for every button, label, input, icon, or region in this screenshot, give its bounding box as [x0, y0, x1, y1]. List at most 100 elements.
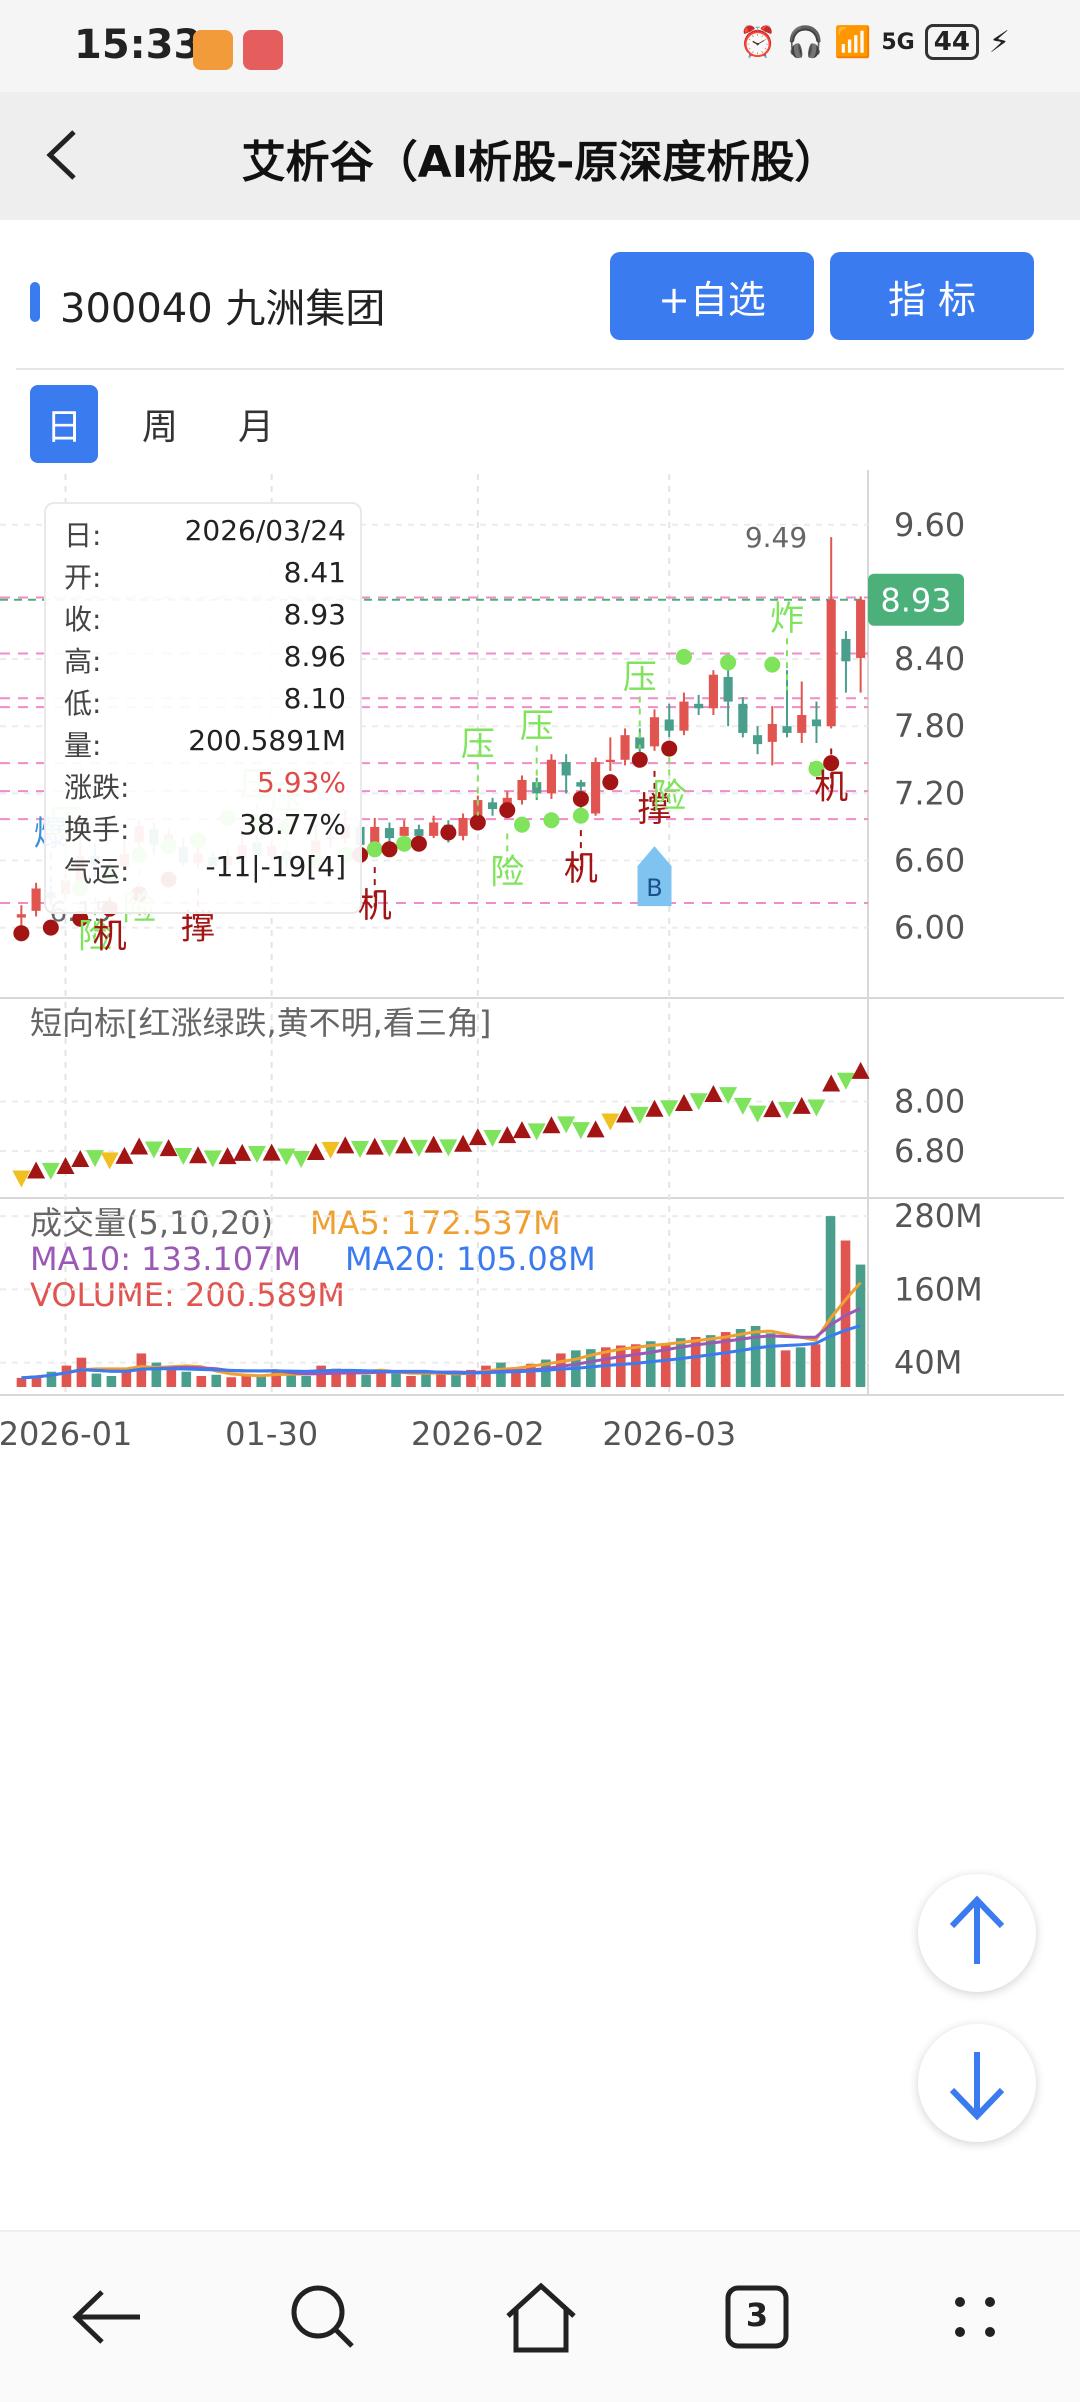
tooltip-row: 开: 8.41 [64, 556, 346, 596]
candle-body [826, 599, 836, 727]
volume-bar [601, 1347, 611, 1387]
menu-dots-icon [955, 2297, 995, 2337]
tooltip-value: 5.93% [257, 766, 346, 799]
y-tick-label: 7.80 [894, 707, 965, 745]
signal-label: 机 [564, 849, 598, 889]
volume-bar [211, 1374, 222, 1387]
tooltip-label: 高: [64, 645, 102, 678]
trend-triangle [71, 1150, 90, 1167]
y-tick-label: 160M [894, 1270, 983, 1308]
support-dot-red [42, 919, 59, 936]
candle-body [16, 914, 26, 918]
trend-triangle [763, 1100, 782, 1118]
search-icon [291, 2285, 354, 2348]
tooltip-row: 涨跌: 5.93% [64, 766, 346, 806]
volume-bar [346, 1371, 356, 1387]
support-dot-red [499, 802, 516, 819]
candle-body [458, 817, 468, 836]
tooltip-row: 换手: 38.77% [64, 808, 346, 848]
trend-triangle [454, 1134, 473, 1152]
candle-body [811, 719, 822, 727]
x-tick-label: 01-30 [225, 1415, 318, 1453]
buy-marker-label: B [646, 874, 662, 902]
nav-menu-button[interactable] [930, 2272, 1020, 2362]
signal-label: 险 [490, 852, 524, 892]
volume-bar [795, 1347, 806, 1387]
volume-bar [196, 1376, 207, 1387]
trend-triangle [130, 1137, 149, 1155]
tooltip-label: 收: [64, 603, 102, 636]
tooltip-label: 气运: [64, 855, 130, 888]
volume-bar [825, 1216, 836, 1387]
candle-body [694, 703, 704, 709]
trend-triangle [527, 1123, 546, 1141]
divider [16, 368, 1064, 370]
volume-bar [511, 1368, 521, 1387]
indicator-button[interactable]: 指 标 [830, 252, 1034, 340]
current-price-text: 8.93 [880, 582, 951, 620]
tab-day[interactable]: 日 [30, 385, 98, 463]
tooltip-value: -11|-19[4] [205, 850, 346, 883]
trend-triangle [468, 1128, 487, 1146]
trend-triangle [851, 1061, 870, 1079]
add-watchlist-button[interactable]: +自选 [610, 252, 814, 340]
trend-triangle [807, 1099, 826, 1117]
tabs-icon [725, 2285, 789, 2349]
candle-body [399, 826, 409, 836]
network-label: 5G [881, 29, 915, 55]
tooltip-label: 低: [64, 687, 102, 720]
volume-bar [675, 1338, 686, 1387]
tab-month[interactable]: 月 [237, 407, 274, 448]
volume-ma20-line [21, 1324, 861, 1380]
period-tabs: 日 周 月 [30, 385, 290, 465]
arrow-down-icon [949, 2052, 1005, 2121]
trend-triangle [836, 1072, 855, 1090]
scroll-down-button[interactable] [918, 2024, 1036, 2142]
headphone-icon: 🎧 [786, 24, 824, 60]
volume-bar [166, 1369, 177, 1387]
nav-home-button[interactable] [496, 2272, 586, 2362]
trend-triangle [439, 1139, 458, 1157]
x-tick-label: 2026-03 [602, 1415, 736, 1453]
volume-bar [181, 1371, 192, 1387]
y-tick-label: 6.60 [894, 841, 965, 879]
volume-bar [61, 1365, 72, 1387]
candle-body [605, 759, 615, 763]
volume-bar [421, 1371, 431, 1387]
trend-triangle [159, 1139, 178, 1157]
back-button[interactable] [34, 120, 94, 190]
trend-triangle [704, 1084, 723, 1102]
stock-accent-bar [30, 282, 40, 322]
charging-icon: ⚡ [988, 24, 1010, 60]
nav-tabs-button[interactable]: 3 [712, 2272, 802, 2362]
tab-week[interactable]: 周 [141, 407, 178, 448]
trend-triangle [247, 1146, 266, 1163]
tooltip-row: 收: 8.93 [64, 598, 346, 638]
tooltip-label: 涨跌: [64, 771, 130, 804]
nav-search-button[interactable] [278, 2272, 368, 2362]
scroll-up-button[interactable] [918, 1874, 1036, 1992]
candle-body [532, 782, 542, 794]
trend-triangle [586, 1120, 605, 1138]
app-notification-icon [193, 30, 233, 70]
volume-ma20-legend: MA20: 105.08M [345, 1240, 596, 1278]
volume-bar [765, 1333, 776, 1387]
candle-body [723, 676, 733, 702]
trend-triangle [689, 1093, 708, 1111]
trend-triangle [27, 1161, 46, 1179]
nav-back-button[interactable] [62, 2272, 152, 2362]
support-dot-red [572, 790, 589, 807]
volume-bar [466, 1369, 476, 1387]
trend-triangle [409, 1139, 428, 1157]
trend-triangle [100, 1152, 119, 1170]
volume-bar [16, 1377, 27, 1387]
support-dot-green [366, 841, 383, 858]
tooltip-label: 日: [64, 519, 102, 552]
trend-triangle [292, 1150, 311, 1168]
trend-triangle [321, 1141, 340, 1159]
volume-bar [406, 1376, 416, 1387]
tooltip-label: 换手: [64, 813, 130, 846]
support-dot-green [675, 648, 692, 665]
candle-tooltip: 日: 2026/03/24 开: 8.41 收: 8.93 高: 8.96 低: 8.10… [44, 502, 362, 914]
volume-bar [91, 1373, 102, 1387]
